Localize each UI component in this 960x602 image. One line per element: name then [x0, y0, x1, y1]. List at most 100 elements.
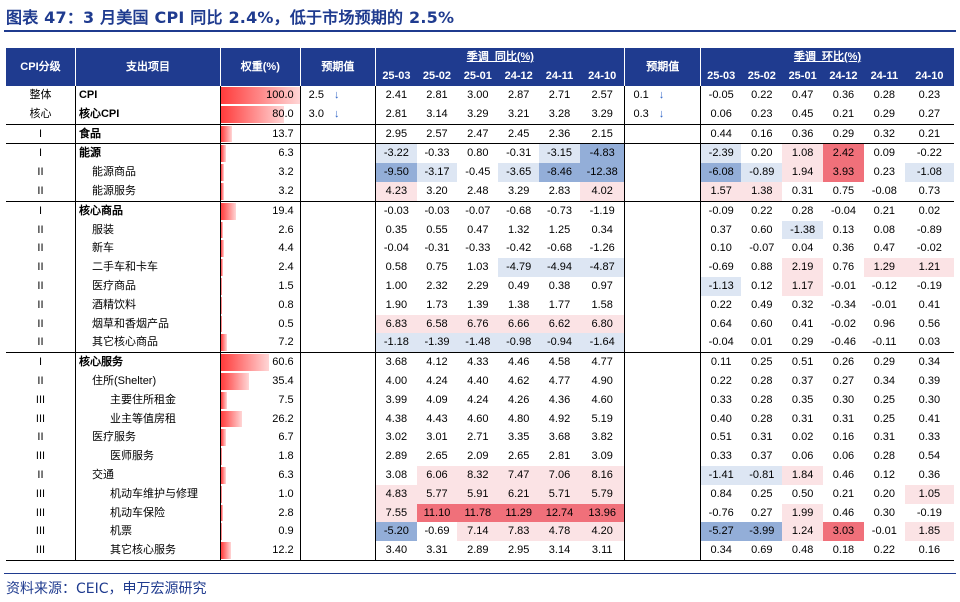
- table-row: II 二手车和卡车 2.4 0.58 0.75 1.03 -4.79 -4.94 -4.87 -0…: [6, 258, 954, 277]
- yoy-cell: 3.29: [467, 107, 489, 120]
- mom-cell: 1.21: [904, 258, 954, 277]
- yoy-cell: 1.58: [591, 298, 613, 311]
- yoy-cell: -12.38: [579, 163, 625, 182]
- yoy-cell: 0.58: [375, 258, 417, 277]
- yoy-cell: 7.47: [498, 465, 540, 485]
- table-row: II 服装 2.6 0.35 0.55 0.47 1.32 1.25 0.34 0.37 0.60-…: [6, 220, 954, 240]
- mom-cell: 0.73: [918, 184, 941, 197]
- mom-cell: 0.33: [700, 390, 742, 410]
- mom-cell: -0.04: [823, 200, 864, 221]
- row-item: 医疗商品: [74, 276, 221, 296]
- yoy-cell: -1.26: [589, 242, 615, 255]
- row-level: II: [37, 431, 44, 444]
- header-month: 25-02: [741, 67, 783, 86]
- mom-cell: -0.19: [916, 279, 942, 292]
- yoy-cell: -0.04: [375, 239, 417, 259]
- yoy-cell: 4.23: [375, 181, 417, 202]
- mom-cell: 2.19: [782, 258, 824, 277]
- yoy-cell: 2.15: [579, 123, 625, 144]
- yoy-cell: 2.89: [375, 447, 417, 466]
- forecast-mom: [624, 258, 701, 277]
- row-weight: 1.0: [219, 484, 301, 504]
- mom-cell: 0.31: [873, 431, 896, 444]
- mom-cell: 0.46: [832, 506, 855, 519]
- weight-bar: [221, 354, 269, 371]
- row-item: 能源商品: [74, 163, 221, 182]
- yoy-cell: 2.29: [467, 279, 489, 292]
- forecast-yoy: [299, 465, 376, 485]
- table-row: III 其它核心服务 12.2 3.40 3.31 2.89 2.95 3.14 3.11 0.3…: [6, 541, 954, 561]
- yoy-cell: 4.24: [467, 393, 489, 406]
- row-level: I: [6, 143, 76, 164]
- forecast-yoy: [299, 409, 376, 429]
- mom-cell: 0.51: [782, 352, 824, 372]
- row-weight: 13.7: [219, 123, 301, 144]
- row-weight: 60.6: [219, 352, 301, 372]
- mom-cell: 0.84: [700, 484, 742, 504]
- weight-value: 3.2: [278, 184, 294, 197]
- mom-cell: 2.42: [823, 143, 864, 164]
- header-month: 24-10: [904, 67, 954, 86]
- yoy-cell: -1.64: [579, 333, 625, 353]
- weight-value: 0.5: [278, 317, 294, 330]
- mom-cell: 0.28: [873, 450, 896, 463]
- yoy-cell: -1.18: [375, 333, 417, 353]
- yoy-cell: 0.35: [375, 220, 417, 240]
- yoy-cell: -0.07: [457, 200, 499, 221]
- mom-cell: 0.49: [751, 298, 773, 311]
- yoy-cell: 0.47: [467, 223, 489, 236]
- figure-title: 图表 47：3 月美国 CPI 同比 2.4%，低于市场预期的 2.5%: [6, 8, 455, 27]
- row-weight: 7.5: [219, 390, 301, 410]
- source-note: 资料来源：CEIC，申万宏源研究: [6, 581, 207, 597]
- row-item: 新车: [74, 239, 221, 259]
- row-level: III: [35, 525, 46, 538]
- mom-cell: 0.96: [873, 317, 896, 330]
- mom-cell: 0.06: [832, 450, 855, 463]
- yoy-cell: 5.79: [579, 484, 625, 504]
- yoy-cell: 5.77: [416, 484, 458, 504]
- yoy-cell: 1.38: [507, 298, 530, 311]
- header-month: 24-11: [539, 67, 580, 86]
- mom-cell: 0.41: [918, 298, 941, 311]
- yoy-cell: 4.60: [591, 393, 613, 406]
- yoy-cell: -0.31: [424, 242, 450, 255]
- yoy-cell: 3.99: [375, 390, 417, 410]
- weight-bar: [221, 372, 249, 390]
- forecast-mom-value: 0.1: [633, 89, 649, 101]
- mom-cell: -0.08: [871, 184, 897, 197]
- mom-cell: 0.27: [832, 374, 855, 387]
- weight-bar: [221, 105, 284, 123]
- mom-cell: 1.57: [700, 181, 742, 202]
- mom-cell: 0.64: [700, 314, 742, 334]
- mom-cell: 0.11: [700, 352, 742, 372]
- forecast-mom: 0.3 ↓: [624, 104, 701, 125]
- yoy-cell: 2.87: [507, 89, 530, 101]
- weight-bar: [221, 221, 224, 239]
- yoy-cell: 1.73: [426, 298, 448, 311]
- forecast-mom: [624, 314, 701, 334]
- mom-cell: 0.47: [791, 89, 814, 101]
- forecast-mom: [624, 428, 701, 448]
- yoy-cell: 3.29: [507, 184, 530, 197]
- forecast-yoy: [299, 123, 376, 144]
- yoy-cell: 2.83: [548, 184, 571, 197]
- row-item: 其它核心服务: [74, 541, 221, 561]
- yoy-cell: 5.91: [457, 484, 499, 504]
- mom-cell: 0.69: [741, 541, 783, 561]
- yoy-cell: 0.55: [426, 223, 448, 236]
- mom-cell: 0.29: [791, 336, 814, 349]
- row-item: 核心商品: [74, 200, 221, 221]
- row-level: II: [37, 223, 44, 236]
- table-row: II 烟草和香烟产品 0.5 6.83 6.58 6.76 6.66 6.62 6.80 0.64…: [6, 314, 954, 334]
- yoy-cell: -3.22: [375, 143, 417, 164]
- mom-cell: -0.02: [916, 242, 942, 255]
- forecast-mom-value: 0.3: [633, 107, 649, 120]
- yoy-cell: 5.71: [539, 484, 580, 504]
- mom-cell: 0.25: [751, 487, 773, 500]
- yoy-cell: 6.66: [498, 314, 540, 334]
- row-level: II: [37, 261, 44, 274]
- header-forecast-mom: 预期值: [624, 48, 701, 86]
- row-weight: 26.2: [219, 409, 301, 429]
- mom-cell: -0.01: [871, 525, 897, 538]
- mom-cell: 0.16: [904, 541, 954, 561]
